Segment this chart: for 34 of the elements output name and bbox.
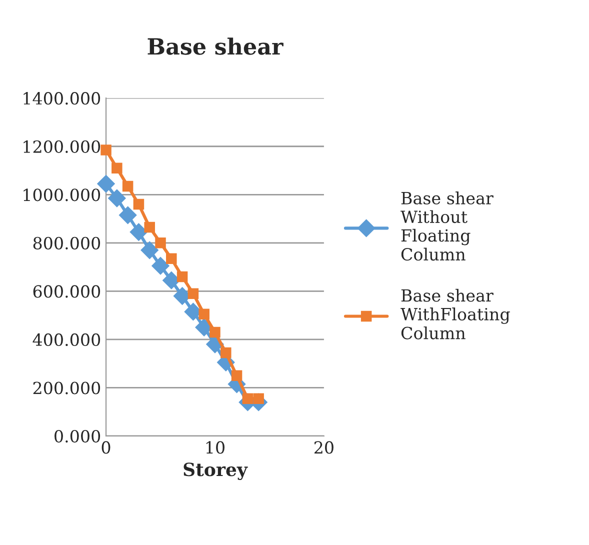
x-tick-label: 0 <box>102 441 110 454</box>
point <box>162 271 180 290</box>
y-tick-label: 800.000 <box>33 236 100 250</box>
point <box>108 189 126 208</box>
point <box>100 144 112 156</box>
point <box>188 288 199 299</box>
y-tick-label: 0.000 <box>54 430 100 443</box>
legend-label: Base shear Without Floating Column <box>400 192 494 261</box>
x-axis-title: Storey <box>184 462 248 480</box>
point <box>144 222 155 233</box>
point <box>133 198 144 210</box>
point <box>112 162 122 174</box>
point <box>122 180 134 192</box>
y-tick-label: 1200.000 <box>24 140 100 153</box>
point <box>130 223 148 241</box>
y-tick-label: 1400.000 <box>24 92 100 105</box>
y-tick-label: 200.000 <box>33 382 100 394</box>
point <box>152 256 170 275</box>
x-tick-label: 20 <box>314 441 334 454</box>
y-tick-label: 400.000 <box>32 333 100 346</box>
chart-title: Base shear <box>148 38 284 55</box>
point <box>198 308 210 320</box>
legend-label: Base shear WithFloating Column <box>400 288 510 340</box>
y-tick-label: 600.000 <box>33 285 100 298</box>
point <box>231 370 242 382</box>
point <box>176 271 188 282</box>
y-tick-label: 1000.000 <box>24 188 100 202</box>
point <box>118 206 137 224</box>
point <box>210 326 220 338</box>
point <box>155 238 166 248</box>
point <box>166 253 177 264</box>
x-tick-label: 10 <box>206 441 224 454</box>
point <box>220 347 232 358</box>
point <box>140 241 158 260</box>
